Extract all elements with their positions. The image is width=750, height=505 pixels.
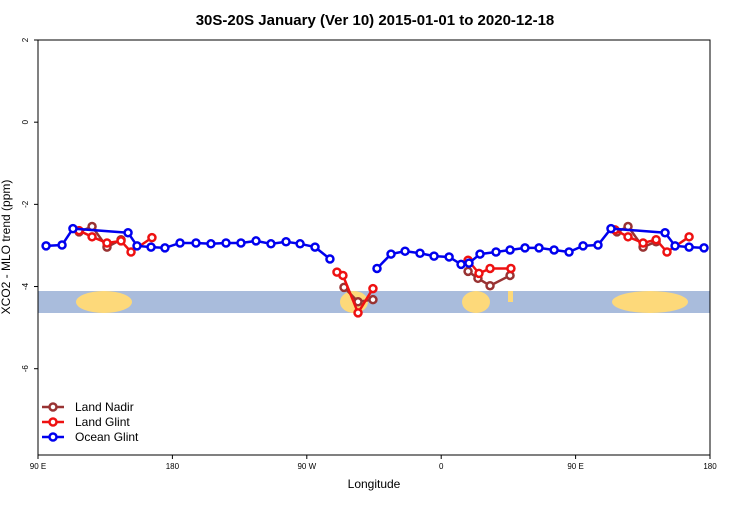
data-point <box>415 248 425 259</box>
data-point <box>444 252 454 262</box>
data-point <box>429 251 439 261</box>
data-point <box>400 246 410 256</box>
data-point <box>662 247 672 257</box>
data-point <box>549 245 559 255</box>
data-point <box>221 238 231 248</box>
data-point <box>368 294 378 305</box>
x-tick-label: 90 E <box>30 462 46 471</box>
data-point <box>68 223 78 234</box>
data-point <box>266 239 276 249</box>
data-point <box>684 232 694 242</box>
data-point <box>623 232 633 242</box>
data-point <box>368 283 378 294</box>
data-point <box>386 249 396 259</box>
land-mass <box>612 291 688 313</box>
data-point <box>295 239 305 249</box>
plot-frame <box>37 39 711 456</box>
data-point <box>372 263 382 274</box>
data-point <box>578 241 588 251</box>
data-point <box>485 280 495 291</box>
data-point <box>485 263 495 274</box>
data-point <box>684 242 694 252</box>
data-point <box>505 245 515 255</box>
data-point <box>160 243 170 253</box>
data-point <box>41 241 51 251</box>
data-point <box>146 242 156 252</box>
legend-marker <box>48 432 58 442</box>
x-axis-label: Longitude <box>348 477 401 491</box>
data-point <box>660 227 670 238</box>
land-mass <box>76 291 132 313</box>
y-tick-label: -2 <box>21 200 30 208</box>
data-point <box>102 238 112 248</box>
legend-marker <box>48 417 58 427</box>
legend-label: Land Nadir <box>75 400 134 414</box>
data-point <box>593 240 603 250</box>
data-point <box>534 243 544 253</box>
data-point <box>564 247 574 257</box>
y-tick-label: -4 <box>21 282 30 290</box>
series-line <box>376 227 705 270</box>
land-mass <box>508 291 513 302</box>
data-point <box>310 242 320 252</box>
data-point <box>116 236 126 246</box>
data-point <box>236 238 246 248</box>
series-line <box>467 270 511 288</box>
data-point <box>670 241 680 251</box>
data-point <box>57 240 67 250</box>
land-mass <box>462 291 490 313</box>
data-point <box>456 259 466 270</box>
data-point <box>474 268 484 279</box>
x-tick-label: 90 W <box>297 462 316 471</box>
data-point <box>281 236 291 247</box>
data-point <box>638 238 648 248</box>
data-point <box>175 238 185 248</box>
series <box>41 223 709 274</box>
chart-title: 30S-20S January (Ver 10) 2015-01-01 to 2… <box>196 12 555 29</box>
x-tick-label: 0 <box>439 462 444 471</box>
data-point <box>206 239 216 249</box>
data-point <box>132 241 142 251</box>
data-point <box>251 236 261 246</box>
x-tick-label: 180 <box>166 462 180 471</box>
data-point <box>520 243 530 253</box>
data-point <box>325 254 335 264</box>
x-tick-label: 90 E <box>567 462 583 471</box>
data-point <box>464 258 474 268</box>
data-point <box>147 232 157 243</box>
data-point <box>606 223 616 234</box>
data-point <box>191 238 201 248</box>
y-tick-label: 0 <box>21 119 30 124</box>
data-point <box>506 263 516 274</box>
data-point <box>475 249 485 259</box>
data-point <box>338 270 348 281</box>
series-line <box>467 259 511 275</box>
legend-marker <box>48 402 58 412</box>
data-point <box>491 247 501 257</box>
data-point <box>126 247 136 257</box>
data-point <box>463 266 473 277</box>
y-tick-label: -6 <box>21 365 30 373</box>
data-point <box>651 234 661 245</box>
legend-label: Land Glint <box>75 415 130 429</box>
data-point <box>699 243 709 253</box>
x-tick-label: 180 <box>703 462 717 471</box>
data-point <box>123 227 133 238</box>
data-point <box>87 232 97 242</box>
y-tick-label: 2 <box>21 37 30 42</box>
data-point <box>353 308 363 318</box>
y-axis-label: XCO2 - MLO trend (ppm) <box>0 180 13 315</box>
legend-label: Ocean Glint <box>75 430 139 444</box>
